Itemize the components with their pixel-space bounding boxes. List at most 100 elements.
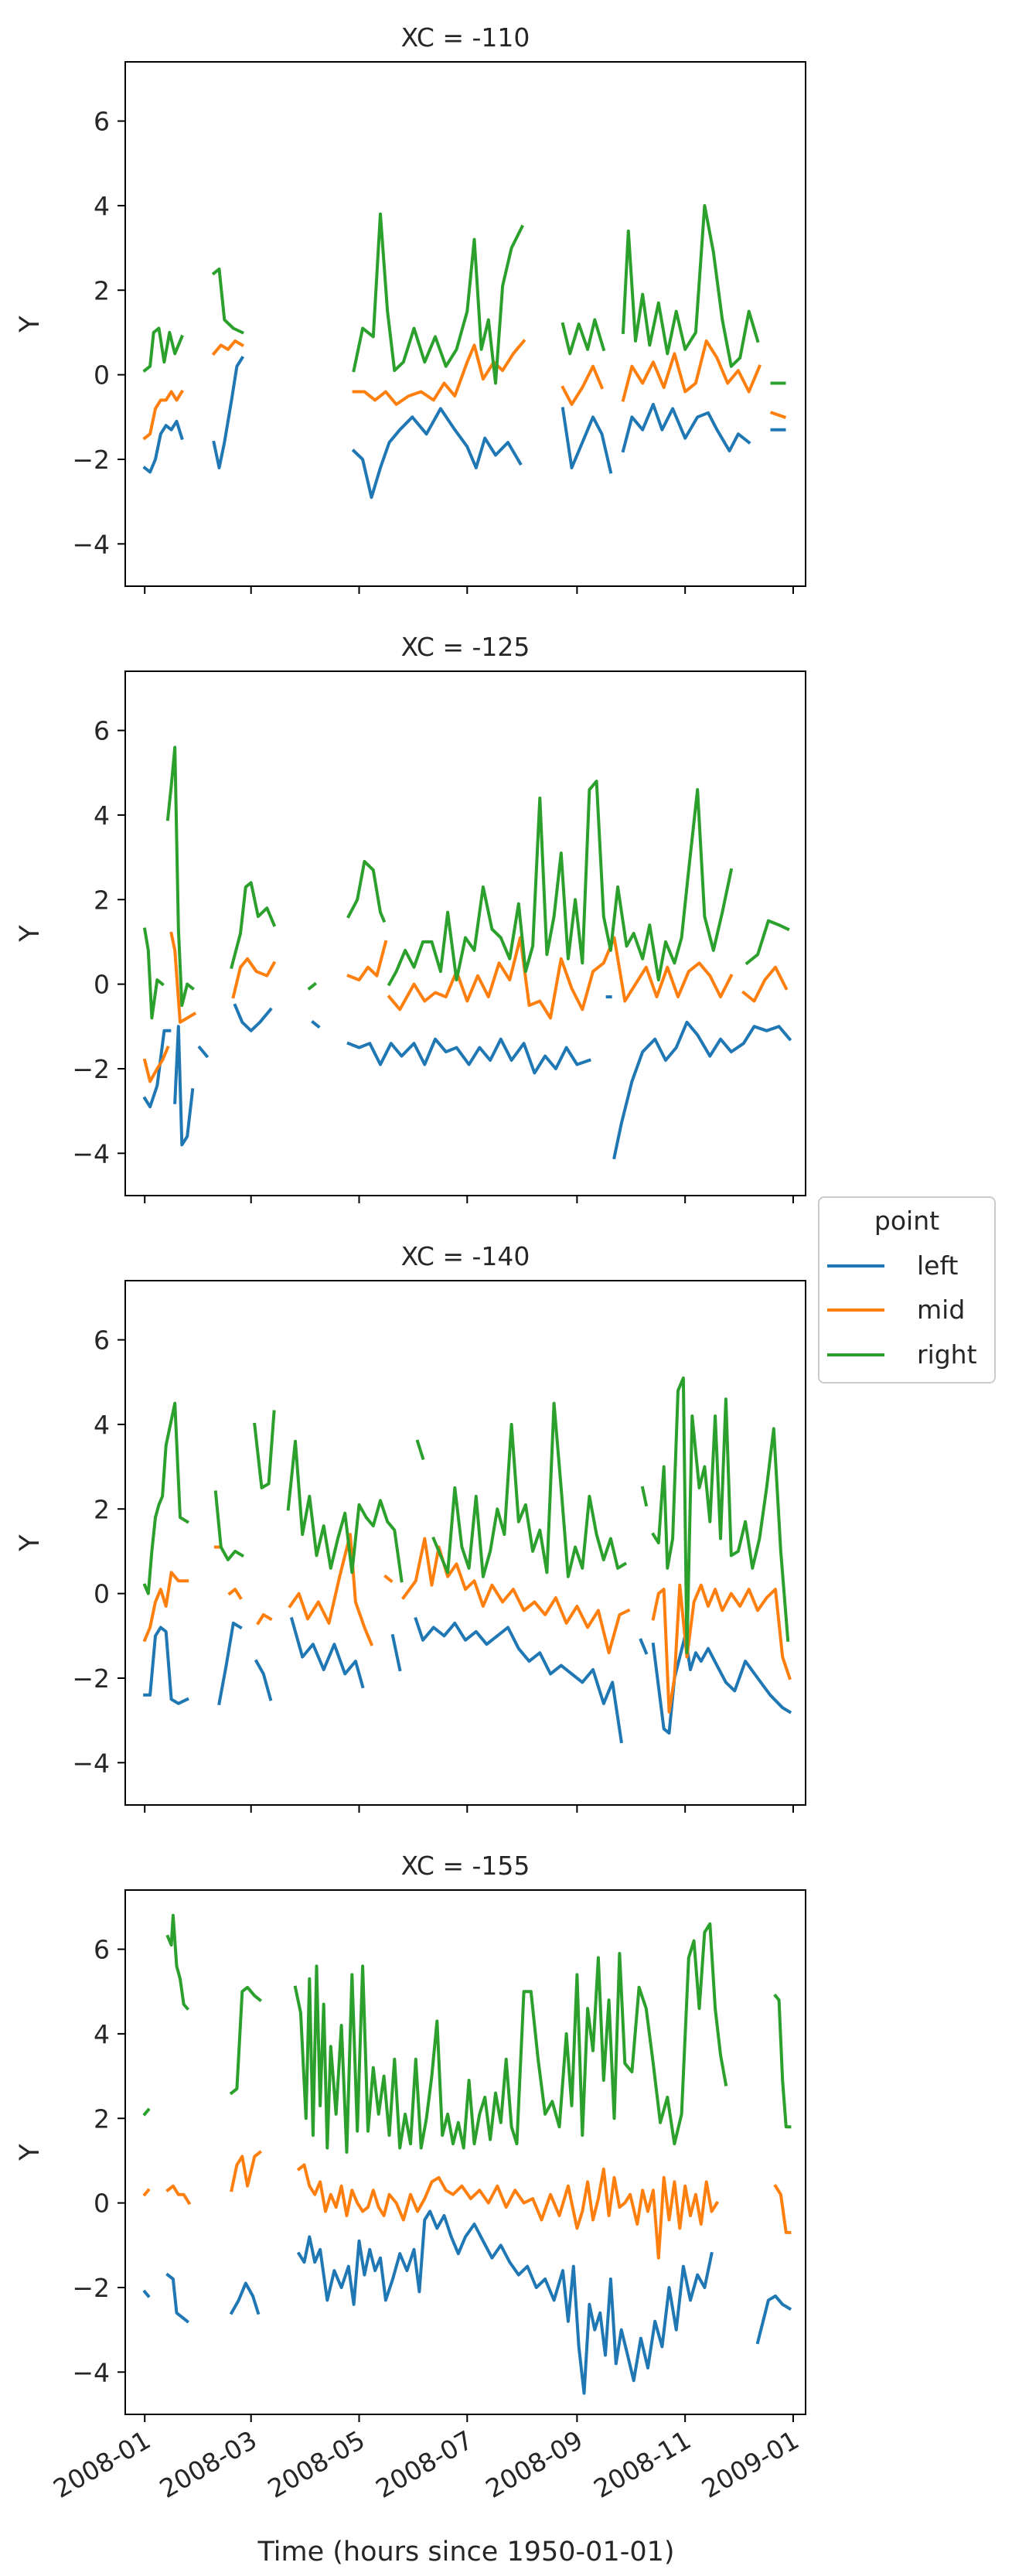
- series-line-left: [621, 402, 751, 453]
- legend-frame: [818, 1196, 996, 1384]
- y-tick-label: 0: [94, 360, 110, 391]
- series-line-left: [254, 1659, 273, 1701]
- series-line-mid: [769, 411, 787, 419]
- series-line-right: [561, 318, 606, 356]
- x-tick-label: 2008-11: [588, 2424, 696, 2504]
- series-line-left: [390, 1633, 402, 1672]
- y-tick-label: −4: [72, 1138, 110, 1169]
- plot-frame: [124, 61, 806, 587]
- x-axis-label: Time (hours since 1950-01-01): [257, 2537, 674, 2567]
- series-line-mid: [561, 364, 605, 406]
- x-tick-label: 2008-07: [370, 2424, 478, 2504]
- series-line-left: [346, 1037, 591, 1075]
- panel-title: XC = -155: [401, 1851, 530, 1881]
- y-tick-label: 0: [94, 2189, 110, 2219]
- y-tick-label: 4: [94, 191, 110, 221]
- series-line-right: [142, 2107, 151, 2117]
- y-tick-label: 6: [94, 1326, 110, 1356]
- series-line-left: [229, 2281, 261, 2315]
- series-line-mid: [142, 1045, 170, 1083]
- y-axis-label: Y: [15, 2144, 46, 2161]
- series-line-mid: [169, 931, 197, 1024]
- series-line-mid: [227, 1588, 243, 1600]
- x-tick-label: 2008-05: [263, 2424, 370, 2504]
- series-line-left: [351, 407, 523, 500]
- y-tick-label: 2: [94, 275, 110, 305]
- y-tick-label: −4: [72, 1748, 110, 1778]
- y-tick-label: 6: [94, 107, 110, 137]
- series-line-right: [286, 1439, 404, 1583]
- series-line-mid: [256, 1613, 273, 1626]
- y-axis-label: Y: [15, 1534, 46, 1552]
- series-line-left: [414, 1616, 623, 1744]
- series-line-right: [230, 881, 277, 970]
- panel-title: XC = -110: [401, 22, 530, 53]
- series-line-left: [217, 1621, 243, 1706]
- series-line-left: [165, 2272, 190, 2324]
- series-line-right: [213, 1490, 245, 1561]
- plot-frame: [124, 1280, 806, 1806]
- series-line-right: [640, 1486, 649, 1507]
- y-tick-label: 4: [94, 1410, 110, 1440]
- series-line-right: [773, 1993, 792, 2129]
- series-line-mid: [296, 2163, 720, 2260]
- series-line-right: [165, 1913, 190, 2011]
- series-line-left: [142, 1029, 172, 1109]
- series-line-mid: [773, 2183, 792, 2234]
- series-right: [142, 1913, 792, 2154]
- series-right: [142, 1376, 790, 1655]
- plot-frame: [124, 670, 806, 1196]
- series-line-mid: [346, 940, 388, 982]
- x-tick-label: 2008-01: [48, 2424, 155, 2504]
- series-line-left: [612, 1020, 792, 1160]
- series-line-left: [142, 419, 184, 474]
- y-axis-label: Y: [15, 316, 46, 333]
- series-left: [143, 1616, 792, 1744]
- series-line-right: [346, 860, 387, 923]
- series-line-mid: [142, 2188, 151, 2197]
- y-tick-label: 0: [94, 1579, 110, 1609]
- series-line-left: [143, 1626, 189, 1705]
- panel-3: XC = -140 −4 −2 0 2 4 6 Y: [15, 1241, 806, 1813]
- series-line-left: [296, 2209, 714, 2395]
- series-line-mid: [165, 2184, 192, 2206]
- legend-label-left: left: [917, 1250, 959, 1281]
- series-line-right: [745, 919, 790, 966]
- series-left: [142, 355, 786, 500]
- series-line-right: [352, 212, 524, 385]
- y-tick-label: −2: [72, 2273, 110, 2303]
- series-line-mid: [651, 1583, 792, 1714]
- series-mid: [142, 931, 789, 1083]
- series-line-left: [142, 2289, 151, 2298]
- series-line-right: [142, 927, 165, 1020]
- series-line-left: [651, 1634, 792, 1735]
- y-tick-label: 6: [94, 1935, 110, 1965]
- y-tick-label: 2: [94, 1494, 110, 1524]
- legend-title: point: [874, 1206, 939, 1236]
- panel-title: XC = -140: [401, 1241, 530, 1271]
- series-line-mid: [230, 2150, 263, 2192]
- series-line-mid: [741, 965, 789, 1003]
- series-line-mid: [142, 1571, 189, 1643]
- series-line-left: [639, 1638, 649, 1655]
- panel-2: XC = -125 −4 −2 0 2 4 6 Y: [15, 632, 806, 1203]
- series-line-left: [197, 1045, 210, 1059]
- x-tick-label: 2008-03: [155, 2424, 262, 2504]
- series-left: [142, 995, 792, 1160]
- series-line-right: [211, 267, 244, 335]
- y-axis-label: Y: [15, 925, 46, 943]
- y-tick-label: −2: [72, 1663, 110, 1694]
- series-line-right: [651, 1376, 790, 1655]
- series-line-left: [173, 1025, 195, 1147]
- series-line-left: [212, 355, 245, 469]
- legend: point left mid right: [818, 1196, 996, 1384]
- series-line-mid: [621, 339, 762, 402]
- x-tick-label: 2008-09: [480, 2424, 588, 2504]
- series-line-right: [621, 203, 760, 368]
- series-line-mid: [142, 389, 185, 441]
- series-line-mid: [387, 936, 734, 1020]
- series-line-left: [561, 407, 613, 474]
- series-line-right: [142, 326, 184, 373]
